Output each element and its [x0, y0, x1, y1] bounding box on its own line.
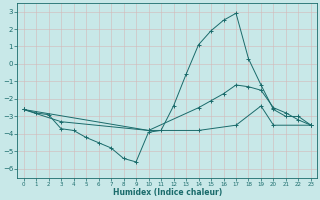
X-axis label: Humidex (Indice chaleur): Humidex (Indice chaleur) [113, 188, 222, 197]
